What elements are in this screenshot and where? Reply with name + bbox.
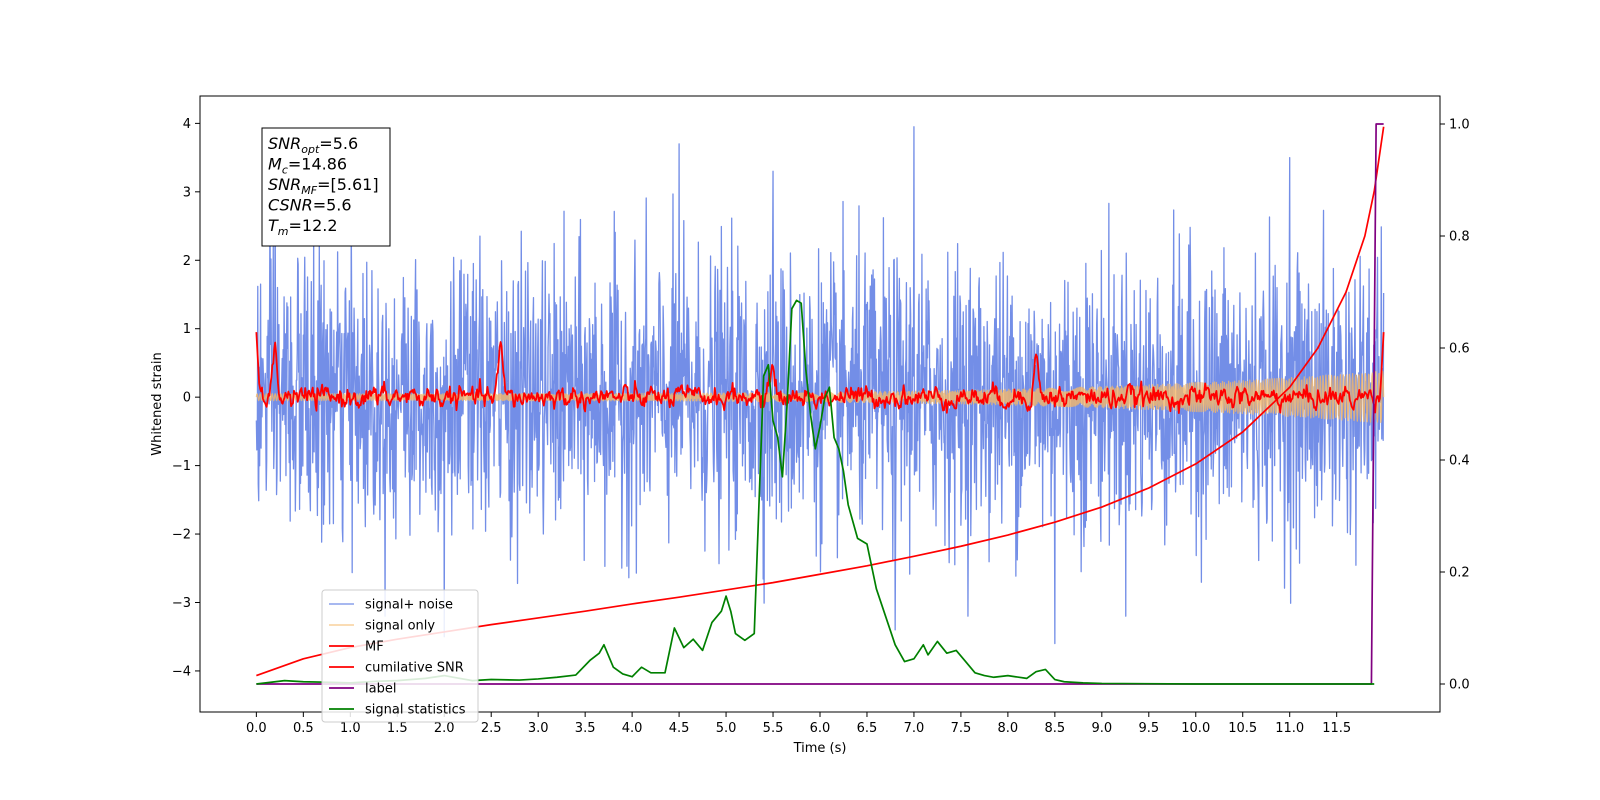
y-tick-label: 0 [183,391,191,406]
x-tick-label: 3.0 [528,721,549,736]
x-tick-label: 5.5 [763,721,784,736]
x-tick-label: 6.0 [810,721,831,736]
x-tick-label: 9.0 [1091,721,1112,736]
x-tick-label: 3.5 [575,721,596,736]
x-tick-label: 8.5 [1045,721,1066,736]
legend-label: label [365,682,396,697]
x-tick-label: 6.5 [857,721,878,736]
info-box-frame [261,127,391,247]
x-tick-label: 11.0 [1275,721,1304,736]
x-tick-label: 2.0 [434,721,455,736]
legend-label: MF [365,640,384,655]
legend-label: cumilative SNR [365,661,464,676]
y-tick-label: −4 [172,664,191,679]
x-tick-label: 9.5 [1138,721,1159,736]
x-tick-label: 2.5 [481,721,502,736]
y2-tick-label: 0.8 [1449,230,1470,245]
y-tick-label: 3 [183,185,191,200]
info-box-line: SNRopt=5.6 [268,134,358,156]
x-tick-label: 4.5 [669,721,690,736]
info-box: SNRopt=5.6Mc=14.86SNRMF=[5.61]CSNR=5.6Tm… [261,127,391,247]
x-tick-label: 5.0 [716,721,737,736]
y2-tick-label: 1.0 [1449,118,1470,133]
y-tick-label: −1 [172,459,191,474]
y2-tick-label: 0.6 [1449,342,1470,357]
y-tick-label: 4 [183,117,191,132]
y-tick-label: −2 [172,528,191,543]
x-tick-label: 11.5 [1322,721,1351,736]
series-label [256,123,1384,685]
legend-label: signal+ noise [365,598,453,613]
series-signal-statistics [256,299,1375,685]
x-axis-title: Time (s) [793,741,847,756]
x-tick-label: 10.0 [1181,721,1210,736]
x-tick-label: 8.0 [998,721,1019,736]
y-tick-label: 1 [183,322,191,337]
legend: signal+ noise signal only MF cumilative SNR… [321,589,479,723]
x-tick-label: 0.5 [293,721,314,736]
info-box-line: Mc=14.86 [268,155,347,177]
series-mf [255,332,1385,415]
y-tick-label: 2 [183,254,191,269]
x-tick-label: 10.5 [1228,721,1257,736]
x-tick-label: 1.0 [340,721,361,736]
y2-tick-label: 0.4 [1449,454,1470,469]
info-box-line: SNRMF=[5.61] [268,175,379,197]
x-tick-label: 1.5 [387,721,408,736]
y2-tick-label: 0.2 [1449,566,1470,581]
info-box-line: CSNR=5.6 [268,196,352,215]
x-tick-label: 4.0 [622,721,643,736]
x-tick-label: 7.5 [951,721,972,736]
y-axis-title: Whitened strain [150,352,165,455]
legend-label: signal only [365,619,435,634]
legend-frame [321,589,479,723]
x-tick-label: 0.0 [246,721,267,736]
axes-layer: 0.0 0.5 1.0 1.5 2.0 2.5 3.0 3.5 4.0 4.5 5.0 5.5 6.0 6… [172,117,1470,736]
x-tick-label: 7.0 [904,721,925,736]
legend-label: signal statistics [365,703,466,718]
info-box-line: Tm=12.2 [268,216,338,238]
y-tick-label: −3 [172,596,191,611]
y2-tick-label: 0.0 [1449,678,1470,693]
